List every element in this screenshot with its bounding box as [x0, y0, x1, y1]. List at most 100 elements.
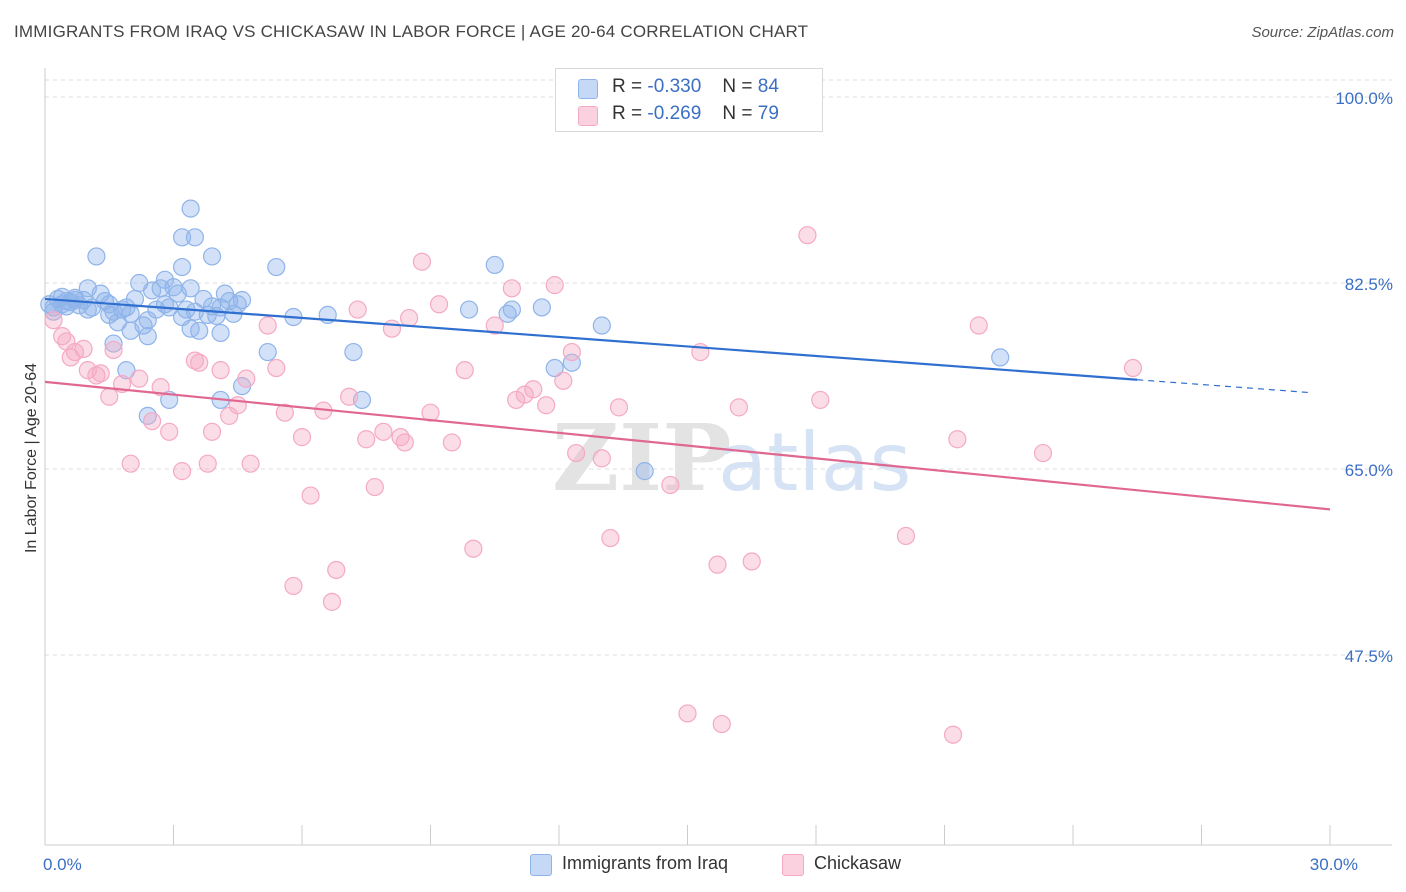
point-chickasaw — [382, 319, 402, 338]
point-chickasaw — [601, 528, 620, 548]
point-chickasaw — [485, 316, 504, 335]
point-chickasaw — [100, 387, 119, 406]
point-chickasaw — [44, 311, 63, 330]
point-chickasaw — [275, 403, 294, 422]
point-chickasaw — [374, 422, 393, 441]
point-chickasaw — [284, 576, 303, 596]
point-chickasaw — [151, 378, 170, 397]
point-chickasaw — [104, 340, 123, 360]
point-chickasaw — [708, 555, 727, 574]
point-chickasaw — [241, 454, 260, 473]
axes — [44, 68, 1392, 846]
point-chickasaw — [142, 412, 162, 431]
point-chickasaw — [969, 316, 988, 335]
point-chickasaw — [524, 380, 543, 399]
point-chickasaw — [742, 552, 761, 571]
point-chickasaw — [442, 433, 462, 452]
point-chickasaw — [198, 454, 217, 473]
series-swatch-iraq — [530, 854, 552, 876]
point-chickasaw — [729, 398, 749, 417]
point-iraq — [532, 298, 551, 317]
point-chickasaw — [896, 526, 916, 546]
correlation-legend: R = -0.330 N = 84 R = -0.269 N = 79 — [555, 68, 823, 132]
point-chickasaw — [292, 428, 312, 447]
legend-swatch-iraq — [578, 79, 598, 99]
point-chickasaw — [91, 364, 110, 383]
point-chickasaw — [399, 308, 419, 328]
legend-r-label: R = — [612, 103, 643, 124]
point-chickasaw — [327, 560, 346, 580]
point-chickasaw — [322, 592, 342, 611]
point-chickasaw — [172, 462, 192, 481]
legend-n-label: N = — [722, 76, 753, 97]
point-chickasaw — [228, 396, 247, 415]
y-axis-label: In Labor Force | Age 20-64 — [23, 363, 40, 553]
point-iraq — [172, 257, 192, 277]
point-chickasaw — [567, 443, 586, 463]
legend-n-value-chickasaw: 79 — [757, 103, 779, 124]
point-iraq — [181, 199, 200, 218]
point-chickasaw — [202, 422, 222, 441]
point-chickasaw — [267, 358, 286, 378]
point-chickasaw — [190, 353, 209, 372]
trend-line-iraq — [44, 297, 1138, 381]
point-iraq — [185, 228, 205, 247]
legend-n-label: N = — [722, 103, 753, 124]
point-chickasaw — [609, 398, 629, 417]
point-iraq — [181, 279, 200, 298]
point-chickasaw — [507, 390, 526, 410]
y-tick-label: 47.5% — [1345, 647, 1393, 666]
point-iraq — [344, 342, 363, 362]
point-iraq — [258, 342, 277, 362]
point-chickasaw — [160, 422, 179, 441]
trend-lines — [44, 297, 1331, 511]
point-chickasaw — [301, 486, 320, 505]
y-tick-label: 65.0% — [1345, 461, 1393, 480]
chart-source: Source: ZipAtlas.com — [1251, 24, 1394, 41]
point-chickasaw — [130, 369, 149, 388]
point-iraq — [592, 316, 611, 335]
point-chickasaw — [562, 342, 581, 362]
point-chickasaw — [502, 279, 521, 298]
trend-line-chickasaw — [44, 380, 1331, 511]
point-iraq — [202, 247, 222, 266]
tick-labels: 100.0% 82.5% 65.0% 47.5% 0.0% 30.0% — [43, 89, 1393, 874]
point-chickasaw — [121, 454, 140, 473]
point-chickasaw — [258, 316, 277, 335]
point-iraq — [635, 462, 654, 481]
point-chickasaw — [74, 339, 93, 358]
point-chickasaw — [348, 300, 367, 319]
x-tick-label: 0.0% — [43, 855, 82, 874]
point-iraq — [117, 361, 136, 380]
point-chickasaw — [678, 704, 697, 723]
point-chickasaw — [661, 475, 680, 495]
series-swatch-chickasaw — [782, 854, 804, 876]
point-chickasaw — [943, 725, 963, 744]
point-chickasaw — [537, 396, 556, 415]
point-chickasaw — [1123, 358, 1143, 378]
point-chickasaw — [554, 371, 573, 390]
point-chickasaw — [211, 361, 230, 380]
point-chickasaw — [365, 477, 384, 497]
legend-r-value-chickasaw: -0.269 — [647, 103, 702, 124]
y-tick-label: 100.0% — [1335, 89, 1393, 108]
x-tick-label: 30.0% — [1310, 855, 1358, 874]
point-chickasaw — [1033, 443, 1053, 463]
point-chickasaw — [592, 449, 611, 468]
point-iraq — [459, 300, 479, 319]
point-iraq — [138, 327, 157, 346]
y-tick-label: 82.5% — [1345, 275, 1393, 294]
point-iraq — [502, 300, 521, 319]
legend-swatch-chickasaw — [578, 106, 598, 126]
point-chickasaw — [395, 433, 414, 452]
trend-line-iraq-extension — [1137, 379, 1309, 394]
point-iraq — [74, 290, 93, 310]
point-iraq — [562, 353, 581, 372]
series-label-iraq: Immigrants from Iraq — [562, 853, 729, 873]
point-iraq — [172, 228, 192, 247]
point-chickasaw — [357, 430, 376, 449]
point-chickasaw — [948, 430, 967, 449]
point-chickasaw — [811, 390, 830, 410]
legend-r-value-iraq: -0.330 — [647, 76, 702, 97]
watermark-zip: ZIP — [552, 404, 731, 512]
